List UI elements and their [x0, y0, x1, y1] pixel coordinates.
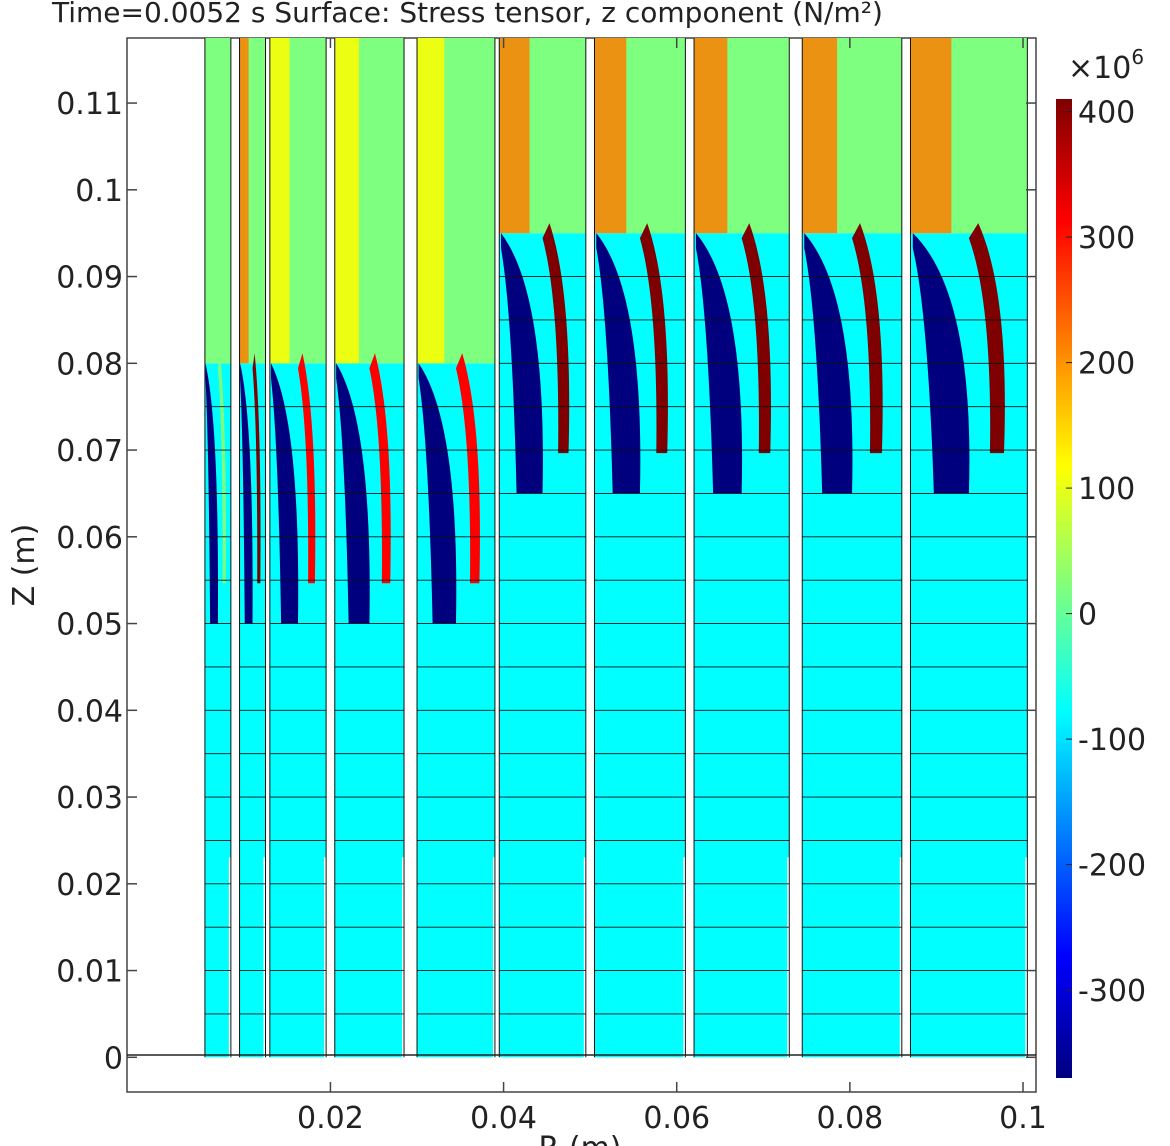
tube-warm-band [334, 38, 360, 364]
tube-warm-band [269, 38, 290, 364]
y-axis: 0 0.01 0.02 0.03 0.04 0.05 0.06 0.07 0.08 0.09 0.1… [56, 87, 1036, 1076]
colorbar-ticks: 400 300 200 100 0 -100 -200 -300 [1066, 96, 1146, 1009]
colorbar-tick-label: 300 [1078, 221, 1135, 256]
colorbar-tick-label: 0 [1078, 598, 1097, 633]
tube-hot-band [455, 353, 480, 584]
colorbar-tick-label: 400 [1078, 96, 1135, 131]
tube-hot-band [852, 223, 883, 454]
tube-gap-line [492, 857, 495, 1058]
tube-5 [417, 38, 495, 1058]
tube-gap-line [683, 857, 686, 1058]
colorbar-bar [1056, 99, 1072, 1078]
tube-hot-band [542, 223, 570, 454]
tube-hot-band [741, 223, 771, 454]
x-tick-label: 0.1 [999, 1101, 1047, 1136]
tube-7 [594, 38, 686, 1058]
tube-warm-band [694, 38, 728, 234]
x-tick-label: 0.06 [643, 1101, 710, 1136]
mesh-lines [204, 38, 1028, 1058]
tube-hot-band [252, 353, 261, 584]
x-axis-title: R (m) [538, 1131, 621, 1146]
colorbar-tick-label: -200 [1078, 849, 1146, 884]
tube-3 [269, 38, 327, 1058]
y-tick-label: 0.08 [56, 347, 123, 382]
y-tick-label: 0.09 [56, 261, 123, 296]
tube-gap-line [787, 857, 790, 1058]
x-axis: 0.02 0.04 0.06 0.08 0.1 [297, 38, 1047, 1136]
y-tick-label: 0 [104, 1041, 123, 1076]
tube-warm-band [910, 38, 952, 234]
tube-9 [802, 38, 902, 1058]
y-tick-label: 0.01 [56, 955, 123, 990]
tube-hot-band [639, 223, 668, 454]
tube-gap-line [583, 857, 586, 1058]
tube-8 [694, 38, 790, 1058]
colorbar: ×106 400 300 200 100 0 -100 -200 -300 [1056, 45, 1146, 1078]
colorbar-tick-label: -100 [1078, 723, 1146, 758]
colorbar-tick-label: 200 [1078, 347, 1135, 382]
y-tick-label: 0.03 [56, 781, 123, 816]
y-tick-label: 0.06 [56, 521, 123, 556]
y-tick-label: 0.11 [56, 87, 123, 122]
tube-hot-band [968, 223, 1005, 454]
x-tick-label: 0.02 [297, 1101, 364, 1136]
y-axis-title: Z (m) [7, 524, 42, 607]
tube-gap-line [899, 857, 902, 1058]
colorbar-tick-label: 100 [1078, 472, 1135, 507]
y-tick-label: 0.1 [75, 174, 123, 209]
tube-gap-line [324, 857, 327, 1058]
tube-10 [910, 38, 1028, 1058]
tube-4 [334, 38, 405, 1058]
colorbar-multiplier: ×106 [1068, 45, 1144, 86]
tube-gap-line [402, 857, 405, 1058]
colorbar-tick-label: -300 [1078, 974, 1146, 1009]
y-tick-label: 0.04 [56, 694, 123, 729]
tube-6 [499, 38, 586, 1058]
tube-hot-band [369, 353, 391, 584]
tube-gap-line [1025, 857, 1028, 1058]
tube-hot-band [297, 353, 316, 584]
tube-warm-band [499, 38, 530, 234]
y-tick-label: 0.07 [56, 434, 123, 469]
tube-warm-band [594, 38, 627, 234]
y-tick-label: 0.05 [56, 608, 123, 643]
tube-1 [204, 38, 231, 1058]
x-tick-label: 0.04 [470, 1101, 537, 1136]
x-tick-label: 0.08 [816, 1101, 883, 1136]
y-tick-label: 0.02 [56, 868, 123, 903]
tube-gap-line [263, 857, 266, 1058]
tube-warm-band [417, 38, 445, 364]
tube-hot-band [217, 353, 226, 584]
colorbar-exponent: 6 [1131, 45, 1144, 69]
tube-2 [239, 38, 266, 1058]
tube-gap-line [228, 857, 231, 1058]
tube-warm-band [802, 38, 838, 234]
tube-warm-band [204, 38, 215, 364]
plot-title: Time=0.0052 s Surface: Stress tensor, z … [51, 0, 883, 29]
tube-warm-band [239, 38, 249, 364]
